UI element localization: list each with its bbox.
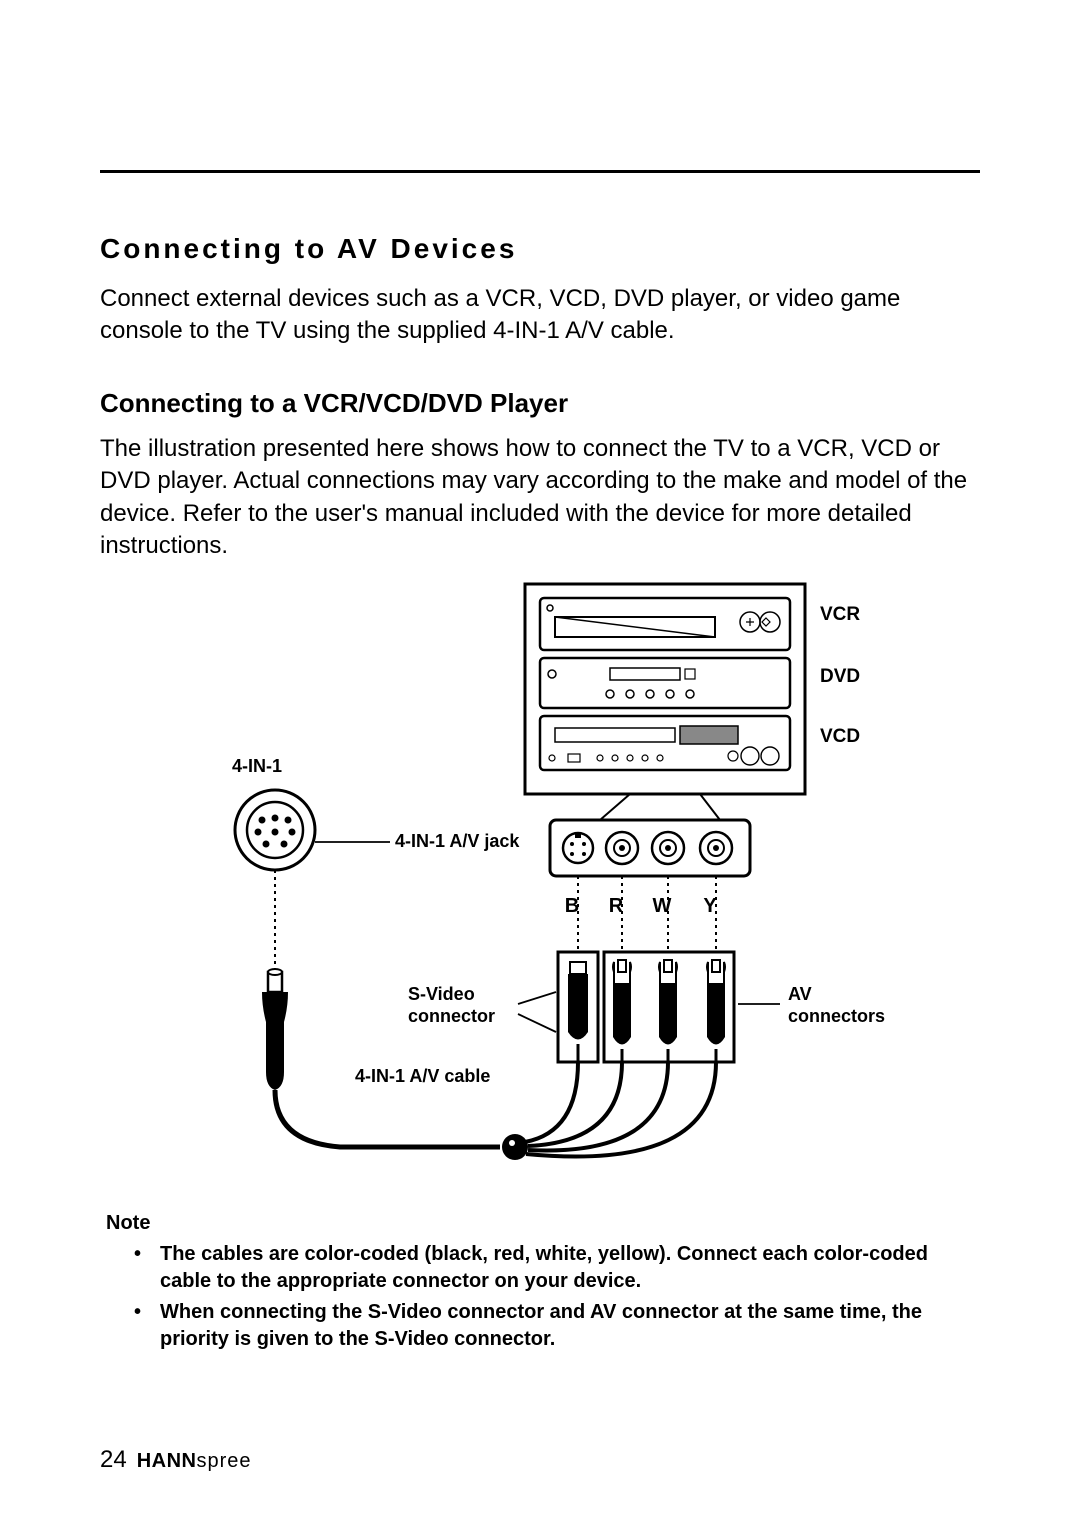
note-list: The cables are color-coded (black, red, …	[100, 1241, 980, 1353]
svg-text:AV: AV	[788, 984, 812, 1004]
svg-text:connector: connector	[408, 1006, 495, 1026]
note-item: The cables are color-coded (black, red, …	[160, 1241, 980, 1295]
svg-text:DVD: DVD	[820, 666, 860, 687]
page-number: 24	[100, 1446, 127, 1474]
diagram-svg: BRWY	[180, 572, 900, 1192]
body-paragraph: The illustration presented here shows ho…	[100, 433, 980, 563]
note-item: When connecting the S-Video connector an…	[160, 1299, 980, 1353]
note-label: Note	[106, 1212, 980, 1235]
section-title: Connecting to AV Devices	[100, 233, 980, 265]
svg-text:connectors: connectors	[788, 1006, 885, 1026]
svg-text:4-IN-1: 4-IN-1	[232, 756, 282, 776]
note-block: Note The cables are color-coded (black, …	[100, 1212, 980, 1353]
brand-logo: HANNspree	[137, 1450, 252, 1473]
connection-diagram: BRWY	[100, 572, 980, 1192]
svg-text:VCD: VCD	[820, 726, 860, 747]
subheading: Connecting to a VCR/VCD/DVD Player	[100, 388, 980, 419]
section-rule	[100, 170, 980, 173]
svg-text:4-IN-1 A/V jack: 4-IN-1 A/V jack	[395, 831, 520, 851]
brand-bold: HANN	[137, 1450, 197, 1472]
page-footer: 24 HANNspree	[100, 1446, 252, 1474]
brand-light: spree	[196, 1450, 251, 1472]
svg-text:VCR: VCR	[820, 604, 860, 625]
intro-paragraph: Connect external devices such as a VCR, …	[100, 283, 980, 348]
svg-text:S-Video: S-Video	[408, 984, 475, 1004]
svg-text:4-IN-1 A/V cable: 4-IN-1 A/V cable	[355, 1066, 490, 1086]
